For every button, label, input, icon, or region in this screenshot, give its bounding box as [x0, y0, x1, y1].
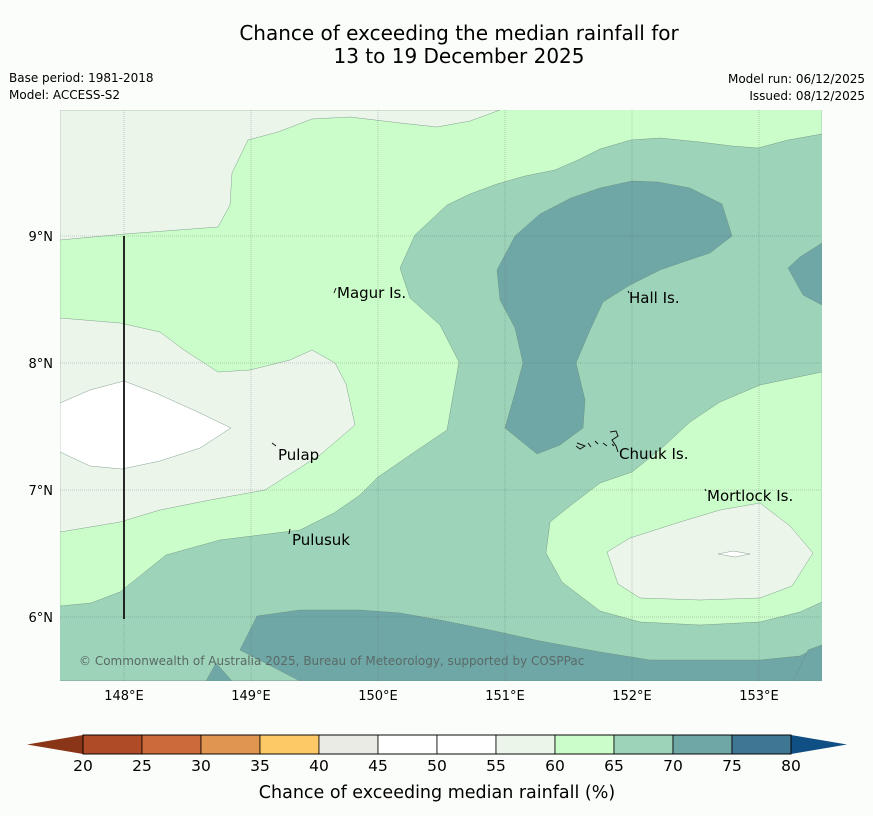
colorbar-segment — [200, 734, 261, 755]
colorbar-segments — [82, 734, 792, 755]
place-label-magur: Magur Is. — [337, 284, 406, 302]
band-70-75-south — [60, 609, 822, 681]
colorbar: 20 25 30 35 40 45 50 55 60 65 70 75 80 Chance of exc… — [27, 734, 847, 803]
colorbar-tick-label: 70 — [663, 757, 683, 775]
y-tick-9n: 9°N — [29, 230, 54, 245]
colorbar-segment — [436, 734, 497, 755]
colorbar-tick-label: 55 — [486, 757, 506, 775]
chart-title: Chance of exceeding the median rainfall … — [0, 22, 873, 68]
colorbar-segment — [672, 734, 733, 755]
model-name: Model: ACCESS-S2 — [9, 88, 121, 102]
x-tick-149: 149°E — [231, 689, 271, 704]
band-50-55-east — [717, 550, 751, 558]
place-label-pulap: Pulap — [278, 446, 319, 464]
band-50-55-west — [60, 380, 232, 470]
x-tick-148: 148°E — [104, 689, 144, 704]
mortlock-island-shape — [704, 488, 707, 492]
band-70-75-se — [792, 644, 822, 681]
colorbar-tick-label: 75 — [722, 757, 742, 775]
band-70-75-central — [496, 180, 733, 455]
colorbar-tick-label: 25 — [132, 757, 152, 775]
band-55-60-east — [606, 502, 814, 601]
band-55-60-north — [60, 110, 501, 241]
meta-left: Base period: 1981-2018 Model: ACCESS-S2 — [9, 70, 154, 104]
island-markers — [271, 287, 707, 535]
colorbar-tick-label: 65 — [604, 757, 624, 775]
colorbar-segment — [318, 734, 379, 755]
gridlines — [60, 110, 822, 681]
title-line-2: 13 to 19 December 2025 — [333, 44, 585, 68]
y-tick-7n: 7°N — [29, 484, 54, 499]
colorbar-segment — [377, 734, 438, 755]
colorbar-segment — [141, 734, 202, 755]
colorbar-segment — [259, 734, 320, 755]
x-tick-151: 151°E — [485, 689, 525, 704]
hall-island-shape — [627, 290, 630, 294]
meta-right: Model run: 06/12/2025 Issued: 08/12/2025 — [728, 71, 865, 105]
chuuk-island-shape — [575, 430, 619, 453]
colorbar-tick-label: 20 — [73, 757, 93, 775]
place-label-pulusuk: Pulusuk — [292, 531, 350, 549]
colorbar-tick-label: 45 — [368, 757, 388, 775]
magur-island-shape — [333, 287, 337, 294]
model-run: Model run: 06/12/2025 — [727, 72, 865, 86]
contour-map: Magur Is. Hall Is. Pulap Chuuk Is. Mortl… — [60, 110, 822, 681]
colorbar-tick-label: 40 — [309, 757, 329, 775]
colorbar-ticks: 20 25 30 35 40 45 50 55 60 65 70 75 80 — [73, 757, 801, 775]
base-period: Base period: 1981-2018 — [9, 71, 154, 85]
place-label-hall: Hall Is. — [629, 289, 680, 307]
copyright-text: © Commonwealth of Australia 2025, Bureau… — [79, 654, 584, 668]
colorbar-segment — [613, 734, 674, 755]
colorbar-tick-label: 35 — [250, 757, 270, 775]
y-tick-6n: 6°N — [29, 611, 54, 626]
issued-date: Issued: 08/12/2025 — [749, 89, 865, 103]
colorbar-segment — [82, 734, 143, 755]
colorbar-under-arrow — [27, 735, 83, 754]
x-tick-152: 152°E — [612, 689, 652, 704]
colorbar-tick-label: 30 — [191, 757, 211, 775]
pulap-island-shape — [271, 442, 277, 447]
colorbar-segment — [495, 734, 556, 755]
pulusuk-island-shape — [288, 528, 291, 535]
colorbar-label: Chance of exceeding median rainfall (%) — [259, 783, 615, 803]
band-70-75-northeast — [787, 242, 822, 306]
colorbar-over-arrow — [791, 735, 847, 754]
y-tick-8n: 8°N — [29, 357, 54, 372]
place-label-chuuk: Chuuk Is. — [619, 445, 688, 463]
x-tick-150: 150°E — [358, 689, 398, 704]
title-line-1: Chance of exceeding the median rainfall … — [239, 21, 679, 45]
colorbar-tick-label: 50 — [427, 757, 447, 775]
colorbar-tick-label: 80 — [781, 757, 801, 775]
x-tick-153: 153°E — [739, 689, 779, 704]
place-label-mortlock: Mortlock Is. — [707, 487, 793, 505]
colorbar-segment — [731, 734, 792, 755]
colorbar-tick-label: 60 — [545, 757, 565, 775]
colorbar-segment — [554, 734, 615, 755]
